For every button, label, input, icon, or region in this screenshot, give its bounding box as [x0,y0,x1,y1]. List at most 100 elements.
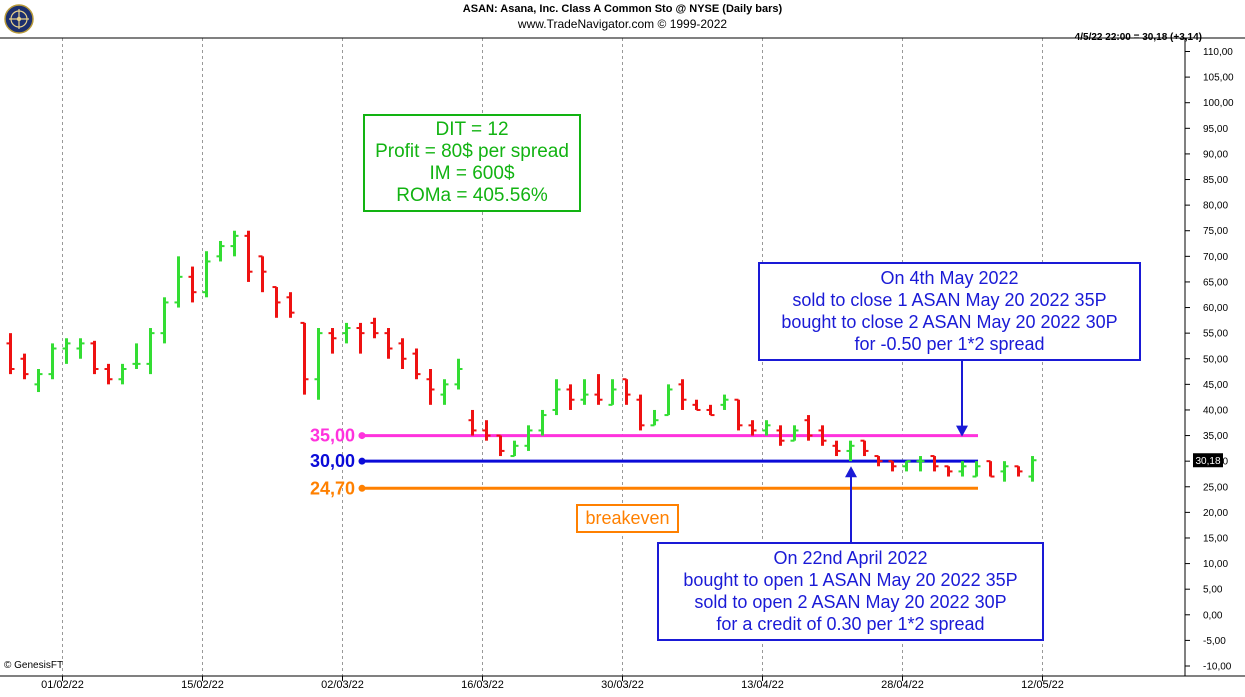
y-tick-label: 25,00 [1203,482,1228,493]
ohlc-bar [258,255,267,293]
y-tick-label: 45,00 [1203,380,1228,391]
y-tick-label: 90,00 [1203,149,1228,160]
ohlc-bar [706,404,715,417]
ohlc-bars [6,230,1037,482]
ohlc-bar [678,379,687,410]
level-dot [358,457,366,465]
level-label: 35,00 [310,426,355,446]
ohlc-bar [216,240,225,262]
y-tick-label: 65,00 [1203,277,1228,288]
ohlc-bar [958,461,967,477]
ohlc-bar [692,399,701,411]
open-trade-box: On 22nd April 2022 bought to open 1 ASAN… [657,542,1044,641]
x-tick-label: 02/03/22 [321,679,364,691]
y-tick-label: 0,00 [1203,610,1223,621]
ohlc-bar [468,409,477,436]
ohlc-bar [1028,456,1037,482]
ohlc-bar [384,328,393,359]
ohlc-bar [552,379,561,416]
breakeven-label: breakeven [576,504,679,533]
y-tick-label: 100,00 [1203,98,1234,109]
level-label: 24,70 [310,478,355,498]
ohlc-bar [860,439,869,457]
y-tick-label: 50,00 [1203,354,1228,365]
ohlc-bar [762,420,771,436]
strike-levels: 35,00 30,00 24,70 [310,426,978,498]
annotation-arrows [845,361,968,542]
x-tick-label: 13/04/22 [741,679,784,691]
ohlc-bar [62,338,71,364]
close-trade-line: bought to close 2 ASAN May 20 2022 30P [781,312,1118,332]
ohlc-bar [118,363,127,385]
ohlc-bar [608,379,617,406]
ohlc-bar [538,409,547,436]
open-trade-line: sold to open 2 ASAN May 20 2022 30P [694,592,1007,612]
ohlc-bar [636,394,645,431]
ohlc-bar [342,322,351,344]
ohlc-bar [286,292,295,318]
last-price-info: 4/5/22 22:00 = 30,18 (+3,14) [1074,32,1202,43]
ohlc-bar [6,333,15,375]
y-tick-label: 105,00 [1203,73,1234,84]
ohlc-bar [328,328,337,354]
ohlc-bar [804,415,813,441]
chart-subtitle: www.TradeNavigator.com © 1999-2022 [517,17,728,31]
ohlc-bar [230,230,239,257]
stats-line: Profit = 80$ per spread [375,141,569,162]
y-tick-label: 55,00 [1203,329,1228,340]
ohlc-bar [496,434,505,457]
ohlc-bar [930,455,939,472]
y-tick-label: 80,00 [1203,201,1228,212]
x-tick-label: 12/05/22 [1021,679,1064,691]
open-trade-line: for a credit of 0.30 per 1*2 spread [716,614,985,634]
level-dot [358,432,366,440]
ohlc-bar [510,440,519,458]
last-price-label: 30,18 [1195,456,1220,467]
level-dot [358,484,366,492]
ohlc-bar [104,363,113,385]
y-axis: 110,00 105,00 100,00 95,00 90,00 85,00 80,00 75… [1185,47,1234,673]
close-arrow-head [956,425,968,437]
x-axis: 01/02/22 15/02/22 02/03/22 16/03/22 30/03/22… [41,676,1064,691]
ohlc-bar [188,266,197,303]
close-trade-line: for -0.50 per 1*2 spread [854,334,1045,354]
y-tick-label: -10,00 [1203,662,1232,673]
ohlc-bar [818,425,827,446]
ohlc-bar [566,384,575,410]
y-tick-label: 10,00 [1203,559,1228,570]
y-tick-label: 20,00 [1203,508,1228,519]
y-tick-label: -5,00 [1203,636,1226,647]
ohlc-bar [748,420,757,436]
open-trade-line: On 22nd April 2022 [773,548,928,568]
open-arrow-head [845,466,857,478]
ohlc-bar [972,461,981,478]
ohlc-bar [622,378,631,405]
level-label: 30,00 [310,451,355,471]
chart-title: ASAN: Asana, Inc. Class A Common Sto @ N… [462,3,783,15]
open-trade-line: bought to open 1 ASAN May 20 2022 35P [683,570,1018,590]
ohlc-bar [524,425,533,451]
close-trade-line: On 4th May 2022 [880,268,1019,288]
ohlc-bar [454,358,463,390]
ohlc-bar [580,379,589,405]
stats-line: IM = 600$ [429,163,515,184]
y-tick-label: 75,00 [1203,226,1228,237]
ohlc-bar [1000,461,1009,482]
y-tick-label: 85,00 [1203,175,1228,186]
ohlc-bar [482,420,491,441]
ohlc-bar [734,398,743,431]
y-tick-label: 40,00 [1203,405,1228,416]
ohlc-bar [300,321,309,395]
ohlc-bar [20,353,29,380]
x-tick-label: 30/03/22 [601,679,644,691]
ohlc-bar [664,384,673,417]
ohlc-bar [412,348,421,380]
data-credit: © GenesisFT [4,660,64,671]
ohlc-bar [426,368,435,405]
ohlc-bar [370,317,379,339]
ohlc-bar [650,409,659,427]
y-tick-label: 15,00 [1203,533,1228,544]
ohlc-bar [874,455,883,467]
ohlc-bar [34,368,43,393]
